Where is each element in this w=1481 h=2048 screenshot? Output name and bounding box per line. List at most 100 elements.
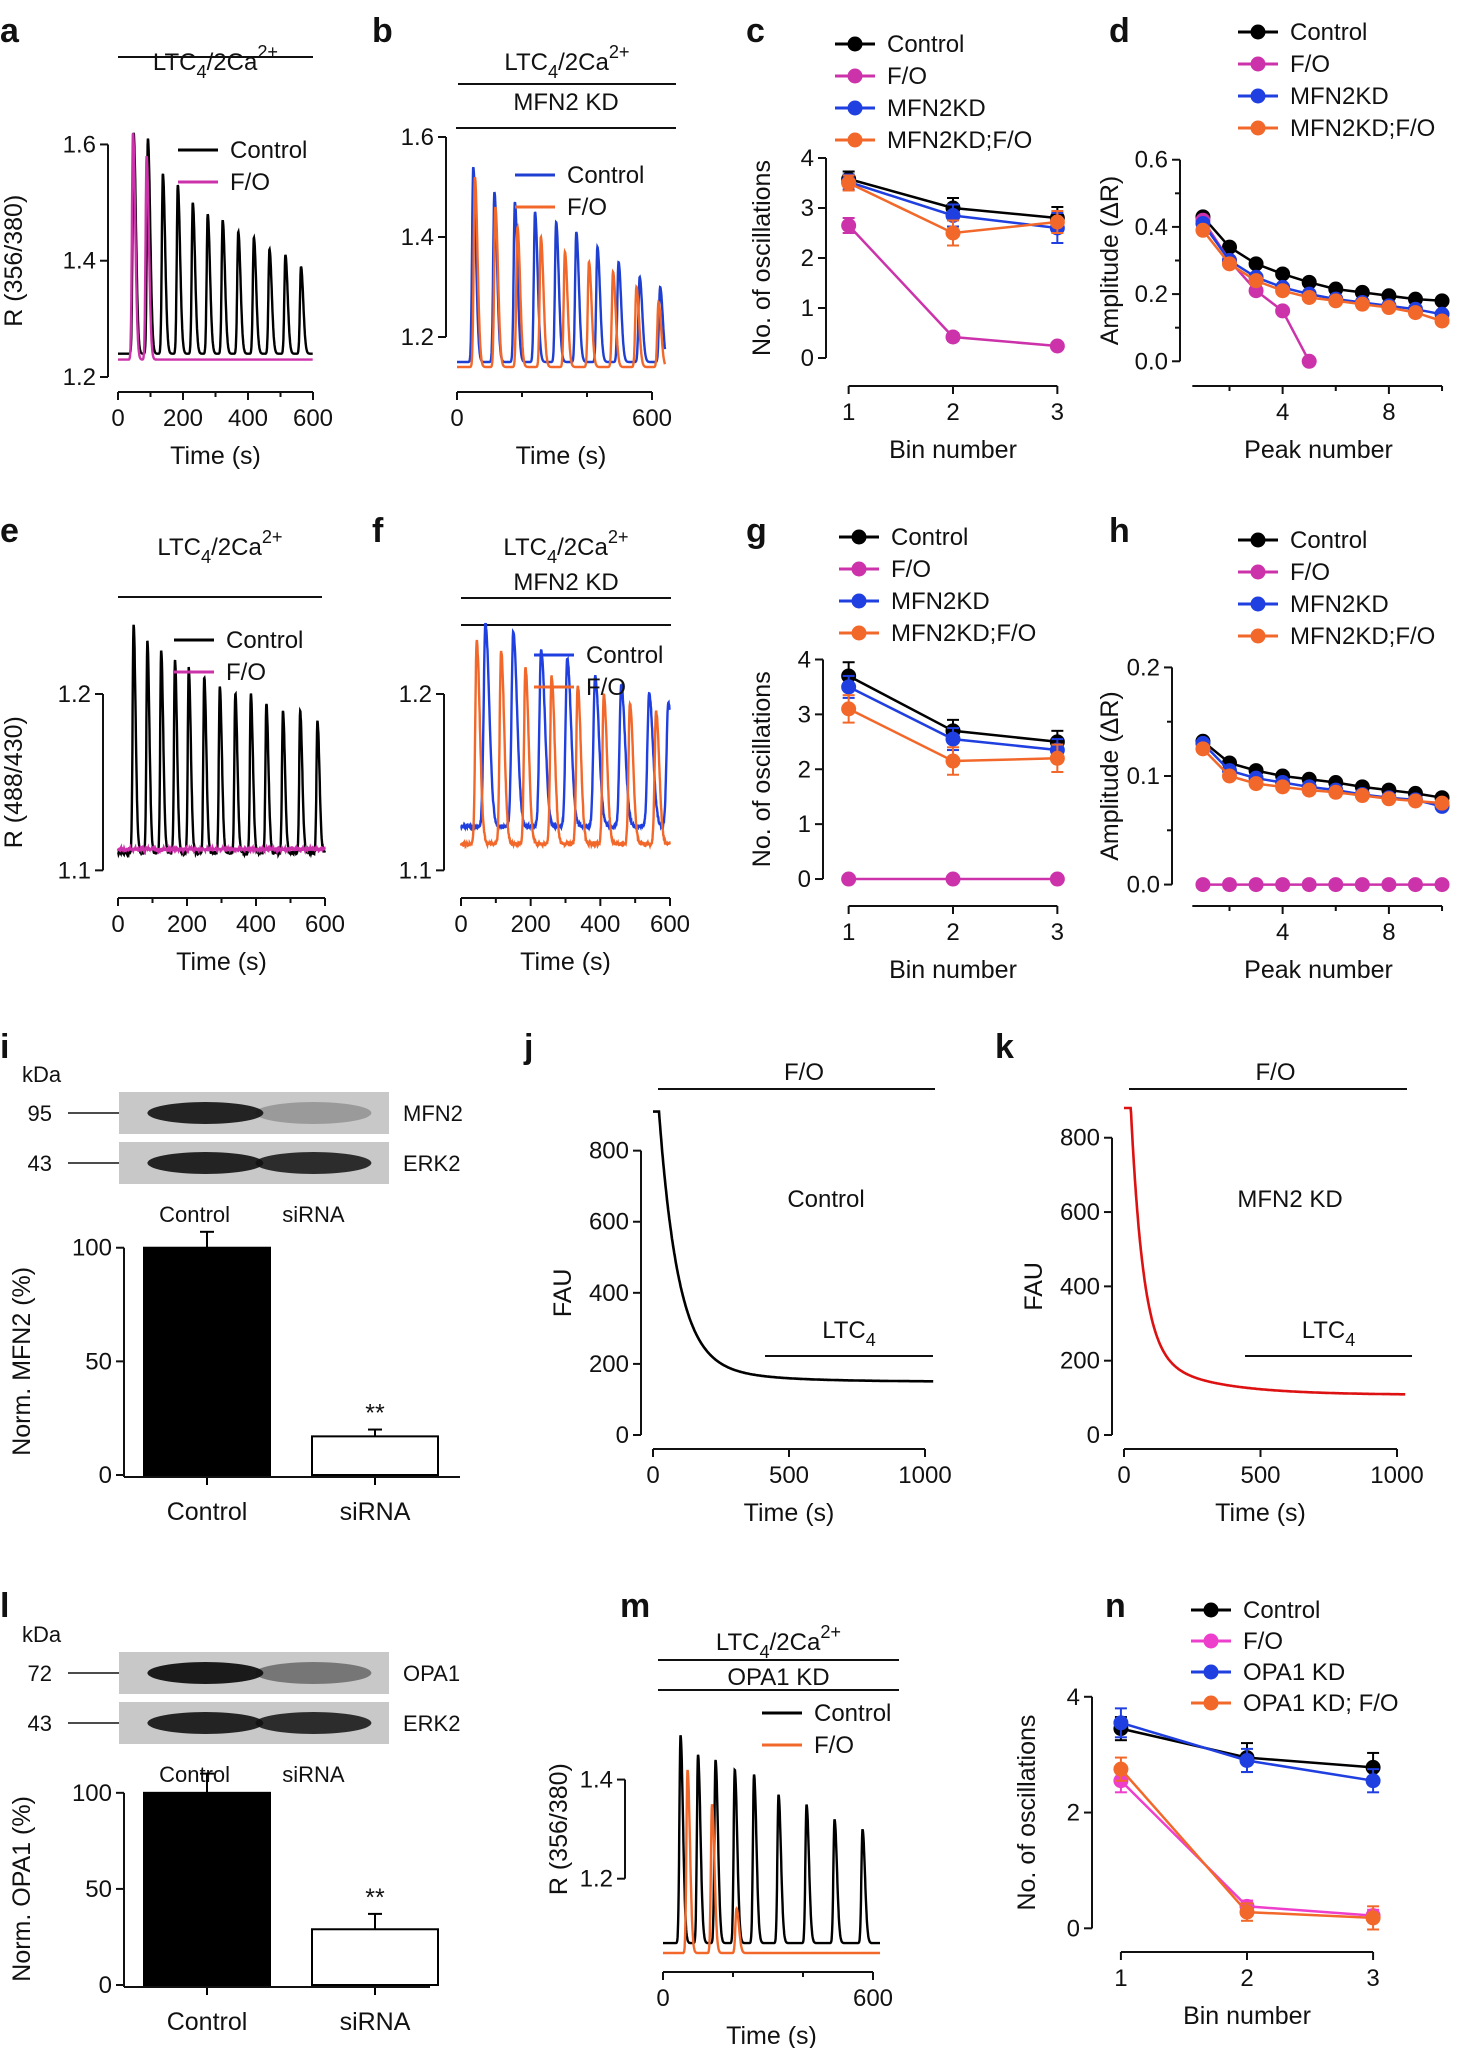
data-point-control <box>1365 1759 1381 1775</box>
x-tick-label: 2 <box>1240 1965 1253 1992</box>
legend-marker <box>847 100 863 116</box>
data-point-f-o <box>1195 877 1211 893</box>
panel-title-sub: 4 <box>201 547 211 567</box>
panel-label-f: f <box>372 512 384 550</box>
data-point-f-o <box>1248 877 1264 893</box>
data-point-mfn2kd <box>945 731 961 747</box>
panel-title-mid: /2Ca <box>558 49 609 76</box>
data-point-mfn2kd-f-o <box>945 753 961 769</box>
ltc4-sub: 4 <box>1345 1330 1355 1350</box>
y-tick-label: 1 <box>798 811 811 838</box>
trace-f-o <box>459 639 671 850</box>
x-tick-label: 3 <box>1051 919 1064 946</box>
data-point-f-o <box>1354 877 1370 893</box>
data-point-mfn2kd-f-o <box>1049 750 1065 766</box>
panel-title-main: LTC <box>503 534 547 561</box>
series-line-mfn2kd-f-o <box>1201 229 1443 323</box>
x-tick-label: 600 <box>853 1985 893 2012</box>
panel-n: Control F/O OPA1 KD OPA1 KD; F/O 0 2 4 1 2 3 Bin n… <box>1013 1597 1399 2030</box>
blot-band <box>147 1152 264 1174</box>
panel-title: LTC4/2Ca2+ <box>157 527 282 567</box>
lane-label: Control <box>159 1762 230 1787</box>
legend-entry: Control <box>1290 19 1367 46</box>
trace-control <box>457 166 667 364</box>
legend-entry: F/O <box>1290 51 1330 78</box>
panel-label-m: m <box>620 1587 650 1625</box>
trace-control <box>118 132 313 355</box>
bar-sirna <box>311 1928 439 1986</box>
data-point-mfn2kd-f-o <box>1354 788 1370 804</box>
panel-label-l: l <box>0 1587 9 1625</box>
x-tick-label: 1 <box>842 919 855 946</box>
y-tick-label: 0 <box>801 345 814 372</box>
legend-marker <box>1203 1602 1219 1618</box>
series-line-f-o <box>1120 1779 1374 1917</box>
y-axis-label: Amplitude (ΔR) <box>1096 176 1124 346</box>
x-axis-label: Time (s) <box>744 1499 835 1527</box>
x-tick-label: 1000 <box>1370 1462 1423 1489</box>
panel-c: Control F/O MFN2KD MFN2KD;F/O 0 1 2 3 4 1 2 3 Bin nu… <box>748 31 1065 464</box>
blot-band <box>255 1102 372 1124</box>
data-point-control <box>1434 293 1450 309</box>
band-label: OPA1 <box>403 1661 460 1686</box>
fluorescence-trace <box>1124 1106 1406 1396</box>
bar-control <box>143 1246 271 1477</box>
y-tick-label: 1.2 <box>58 681 91 708</box>
data-point-mfn2kd-f-o <box>945 225 961 241</box>
kda-marker: 72 <box>28 1661 52 1686</box>
legend-entry: MFN2KD;F/O <box>891 620 1036 647</box>
panel-i: kDa MFN2 95 ERK2 43 Control siRNA Control siRNA *… <box>8 1062 463 1526</box>
x-axis-label: Bin number <box>889 436 1017 464</box>
data-point-f-o <box>1381 877 1397 893</box>
y-tick-label: 1.2 <box>63 364 96 391</box>
y-tick-label: 3 <box>798 701 811 728</box>
panel-title-sup: 2+ <box>257 42 278 62</box>
data-point-mfn2kd-f-o <box>1222 256 1238 272</box>
kda-marker: 43 <box>28 1711 52 1736</box>
x-tick-label: 200 <box>163 405 203 432</box>
trace-f-o <box>116 843 326 856</box>
data-point-f-o <box>1049 338 1065 354</box>
legend-marker <box>1250 532 1266 548</box>
panel-label-n: n <box>1105 1587 1126 1625</box>
x-tick-label: 500 <box>769 1462 809 1489</box>
ltc4-sub: 4 <box>866 1330 876 1350</box>
legend-marker <box>851 561 867 577</box>
y-tick-label: 600 <box>589 1209 629 1236</box>
panel-h: Control F/O MFN2KD MFN2KD;F/O 0.0 0.1 0.2 4 8 Pea… <box>1096 527 1450 984</box>
y-tick-label: 1.1 <box>58 857 91 884</box>
legend-entry: Control <box>586 642 663 669</box>
panel-title-mid: /2Ca <box>211 534 262 561</box>
data-point-f-o <box>1049 871 1065 887</box>
panel-title-mid: /2Ca <box>557 534 608 561</box>
panel-title-sup: 2+ <box>608 527 629 547</box>
panel-d: Control F/O MFN2KD MFN2KD;F/O 0.0 0.2 0.4 0.6 4 8… <box>1096 19 1450 464</box>
x-tick-label: 0 <box>111 911 124 938</box>
y-axis-label: R (356/380) <box>545 1763 573 1895</box>
data-point-f-o <box>1328 877 1344 893</box>
data-point-mfn2kd-f-o <box>1301 289 1317 305</box>
x-tick-label: siRNA <box>340 2008 411 2036</box>
significance-marker: ** <box>365 1400 385 1428</box>
annotation: Control <box>787 1186 864 1213</box>
ltc4-main: LTC <box>822 1317 866 1344</box>
legend-entry: Control <box>226 627 303 654</box>
legend-entry: MFN2KD;F/O <box>1290 115 1435 142</box>
ltc4-label: LTC4 <box>1302 1317 1356 1350</box>
y-tick-label: 1.6 <box>401 124 434 151</box>
data-point-mfn2kd-f-o <box>1328 784 1344 800</box>
y-axis-label: Norm. MFN2 (%) <box>8 1267 36 1456</box>
panel-l: kDa OPA1 72 ERK2 43 Control siRNA Control siRNA *… <box>8 1622 460 2036</box>
y-tick-label: 200 <box>589 1351 629 1378</box>
kda-marker: 43 <box>28 1151 52 1176</box>
legend-marker <box>1250 56 1266 72</box>
bar-sirna <box>311 1435 439 1477</box>
annotation: MFN2 KD <box>1237 1186 1342 1213</box>
data-point-mfn2kd <box>945 208 961 223</box>
fluorescence-trace <box>653 1110 934 1383</box>
y-tick-label: 2 <box>1067 1800 1080 1827</box>
y-tick-label: 3 <box>801 195 814 222</box>
ltc4-label: LTC4 <box>822 1317 876 1350</box>
